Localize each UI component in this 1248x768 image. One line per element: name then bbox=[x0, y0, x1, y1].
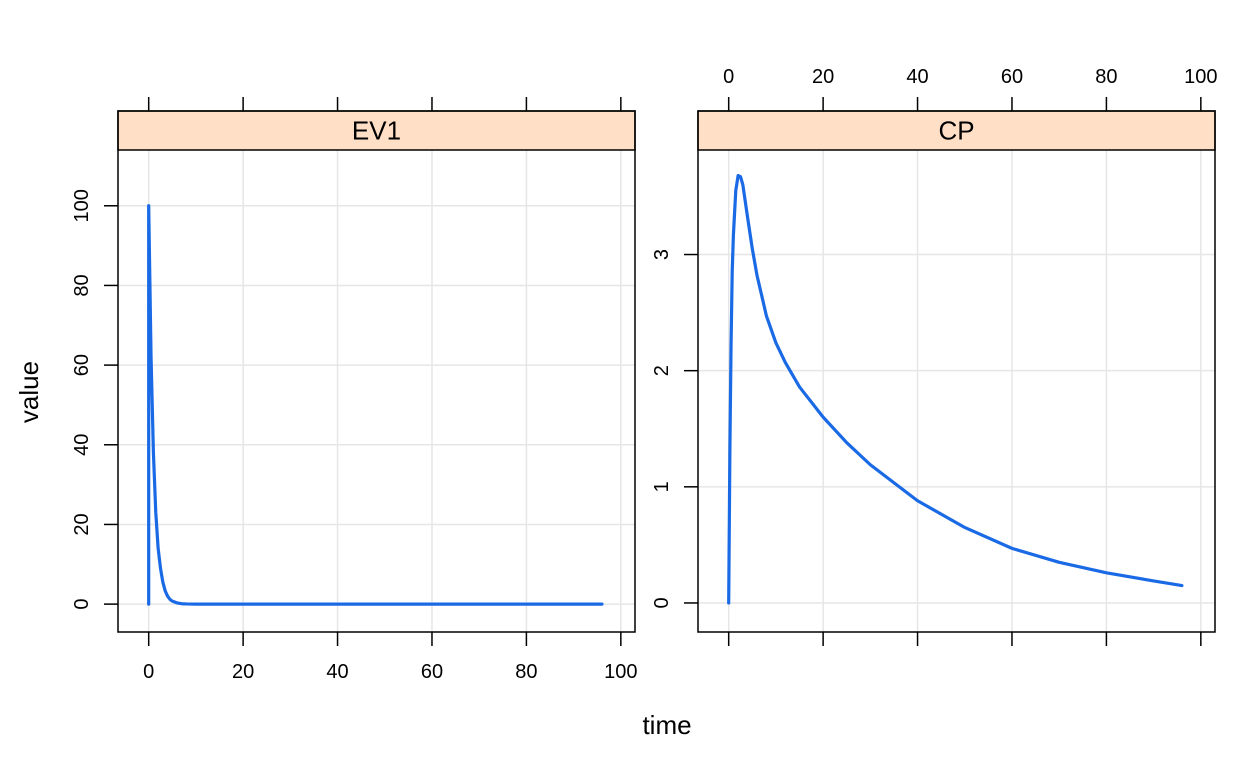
panel-ev1: EV1 0 20 40 60 80 100 0 20 40 60 80 100 bbox=[71, 97, 638, 683]
strip-label-cp: CP bbox=[938, 116, 974, 146]
x-tick-label: 60 bbox=[421, 661, 443, 683]
x-tick-label: 20 bbox=[232, 661, 254, 683]
x-tick-label: 20 bbox=[812, 66, 834, 88]
y-tick-label: 20 bbox=[71, 513, 93, 535]
y-tick-label: 60 bbox=[71, 354, 93, 376]
strip-cp bbox=[697, 110, 1216, 151]
x-tick-label: 100 bbox=[604, 661, 637, 683]
y-tick-label: 40 bbox=[71, 434, 93, 456]
x-tick-label: 0 bbox=[143, 661, 154, 683]
y-tick-label: 80 bbox=[71, 274, 93, 296]
strip-label-ev1: EV1 bbox=[352, 116, 401, 146]
y-tick-label: 0 bbox=[651, 597, 673, 608]
panel-border-cp bbox=[697, 110, 1216, 633]
y-tick-label: 3 bbox=[651, 249, 673, 260]
x-tick-label: 40 bbox=[326, 661, 348, 683]
x-tick-label: 60 bbox=[1001, 66, 1023, 88]
x-axis-title: time bbox=[642, 710, 691, 740]
series-line-cp bbox=[727, 173, 1184, 605]
y-axis-title: value bbox=[14, 361, 44, 423]
y-tick-label: 1 bbox=[651, 481, 673, 492]
y-tick-label: 2 bbox=[651, 365, 673, 376]
strip-ev1 bbox=[117, 110, 636, 151]
panel-border-ev1 bbox=[117, 110, 636, 633]
x-tick-label: 100 bbox=[1184, 66, 1217, 88]
x-tick-label: 0 bbox=[723, 66, 734, 88]
x-tick-label: 80 bbox=[1095, 66, 1117, 88]
y-tick-label: 0 bbox=[71, 599, 93, 610]
y-tick-label: 100 bbox=[71, 189, 93, 222]
x-tick-label: 40 bbox=[906, 66, 928, 88]
panel-cp: CP 0 20 40 60 80 100 0 1 2 3 bbox=[651, 66, 1218, 646]
x-tick-label: 80 bbox=[515, 661, 537, 683]
series-line-ev1 bbox=[147, 204, 604, 606]
